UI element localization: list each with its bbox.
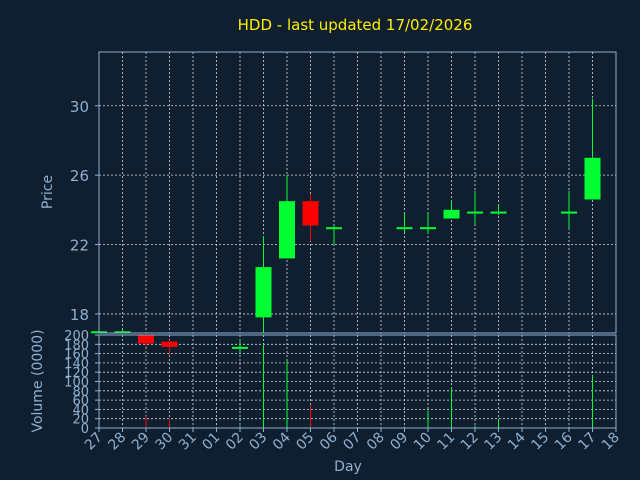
day-tick-label: 18 [599,430,623,454]
chart-title: HDD - last updated 17/02/2026 [238,16,473,34]
day-tick-label: 02 [223,430,247,454]
candle-body [467,211,483,214]
day-tick-label: 11 [434,430,458,454]
price-grid [98,52,617,333]
day-tick-label: 30 [152,430,176,454]
volume-tick-label: 0 [81,422,89,437]
price-tick-label: 26 [70,167,89,185]
candle-body [326,227,342,230]
price-plot-frame [98,51,617,334]
x-axis-label: Day [334,459,362,475]
volume-tick-label: 180 [64,338,89,353]
volume-plot [98,344,593,428]
volume-axis-label: Volume (0000) [30,329,46,432]
volume-tick-label: 100 [64,376,89,391]
day-tick-label: 15 [528,430,552,454]
candle-body [420,227,436,230]
price-tick-label: 22 [70,237,89,255]
candle-body [161,341,178,347]
day-tick-label: 29 [129,430,153,454]
day-tick-label: 12 [458,430,482,454]
candle-body [255,267,272,318]
day-tick-label: 14 [505,429,529,453]
candle-body [443,209,460,219]
candle-body [490,211,507,214]
day-tick-label: 03 [246,430,270,454]
candle-body [396,227,413,230]
day-tick-label: 08 [364,430,388,454]
price-tick-label: 30 [70,98,89,116]
volume-tick-label: 20 [72,413,89,428]
candle-body [584,157,601,200]
price-tick-label: 18 [70,306,89,324]
price-axis: 18 22 26 30 [70,98,99,324]
day-tick-label: 05 [293,430,317,454]
day-tick-label: 16 [552,429,576,453]
day-tick-label: 04 [270,429,294,453]
candle-body [561,211,577,214]
y-axis-label: Price [40,175,56,209]
day-tick-label: 07 [340,430,364,454]
day-tick-label: 17 [575,430,599,454]
day-tick-label: 31 [176,430,200,454]
volume-tick-label: 60 [72,394,89,409]
day-tick-label: 09 [387,430,411,454]
volume-tick-label: 120 [64,366,89,381]
candle-body [114,331,131,334]
volume-tick-label: 80 [72,385,89,400]
volume-tick-label: 200 [64,329,89,344]
day-tick-label: 10 [411,430,435,454]
volume-grid [98,334,617,429]
candle-body [232,346,248,349]
day-axis: 27 28 29 30 31 01 02 03 04 05 06 07 08 09 10 11 12 13 14 15… [82,428,623,453]
volume-tick-label: 40 [72,403,89,418]
day-tick-label: 28 [105,430,129,454]
candle-body [302,201,319,226]
volume-tick-label: 160 [64,348,89,363]
candle-body [138,334,154,344]
candle-body [279,201,295,259]
price-plot [91,98,601,356]
volume-tick-label: 140 [64,357,89,372]
day-tick-label: 06 [317,429,341,453]
day-tick-label: 13 [481,430,505,454]
day-tick-label: 01 [199,430,223,454]
